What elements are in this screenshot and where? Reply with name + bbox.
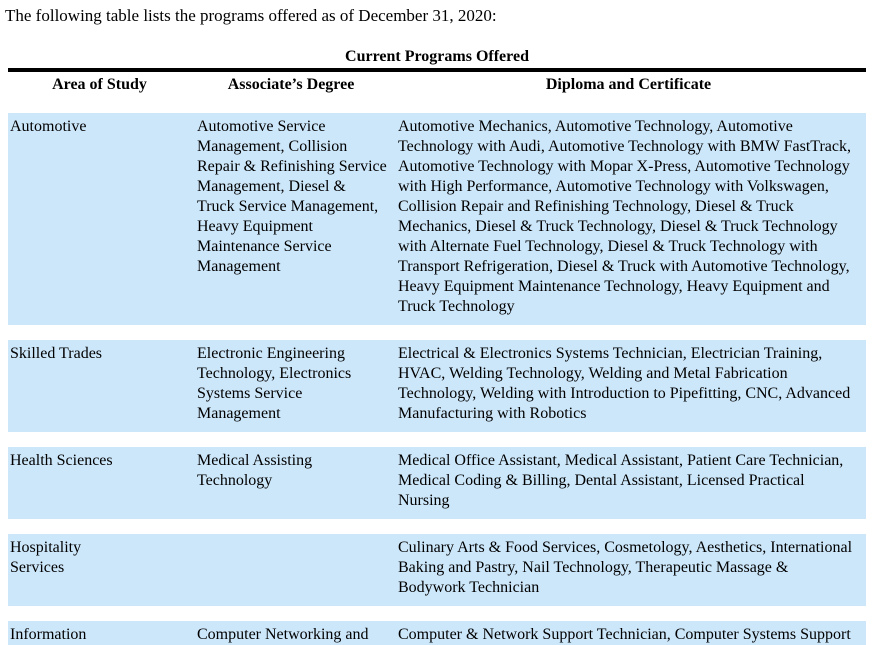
cell-diploma-certificate: Electrical & Electronics Systems Technic…	[398, 345, 855, 422]
cell-associates-degree: Automotive Service Management, Collision…	[197, 118, 391, 275]
table-row: Automotive Automotive Service Management…	[8, 113, 866, 325]
intro-text: The following table lists the programs o…	[5, 6, 497, 25]
cell-diploma-certificate: Medical Office Assistant, Medical Assist…	[398, 452, 852, 509]
cell-diploma-certificate: Culinary Arts & Food Services, Cosmetolo…	[398, 539, 857, 596]
cell-area-of-study: Health Sciences	[10, 452, 113, 469]
column-header-associates-degree: Associate’s Degree	[227, 76, 355, 93]
table-row: Information Technology Computer Networki…	[8, 621, 866, 645]
cell-associates-degree: Medical Assisting Technology	[197, 452, 316, 489]
table-row: Skilled Trades Electronic Engineering Te…	[8, 340, 866, 432]
column-header-area-of-study: Area of Study	[52, 76, 147, 93]
cell-associates-degree	[191, 534, 391, 606]
table-row: Health Sciences Medical Assisting Techno…	[8, 447, 866, 519]
cell-area-of-study: Information Technology	[10, 626, 87, 643]
table-header-row: Area of Study Associate’s Degree Diploma…	[8, 72, 866, 99]
table-title: Current Programs Offered	[345, 48, 529, 65]
table-row: Hospitality Services Culinary Arts & Foo…	[8, 534, 866, 606]
cell-associates-degree: Computer Networking and Support	[197, 626, 369, 643]
cell-area-of-study: Hospitality Services	[10, 539, 82, 576]
column-header-diploma-certificate: Diploma and Certificate	[545, 76, 712, 93]
programs-table: Current Programs Offered Area of Study A…	[8, 48, 866, 645]
cell-diploma-certificate: Computer & Network Support Technician, C…	[398, 626, 851, 643]
cell-associates-degree: Electronic Engineering Technology, Elect…	[197, 345, 356, 422]
header-rule	[8, 68, 866, 72]
cell-area-of-study: Automotive	[10, 118, 87, 135]
cell-area-of-study: Skilled Trades	[10, 345, 103, 362]
cell-diploma-certificate: Automotive Mechanics, Automotive Technol…	[398, 118, 858, 315]
